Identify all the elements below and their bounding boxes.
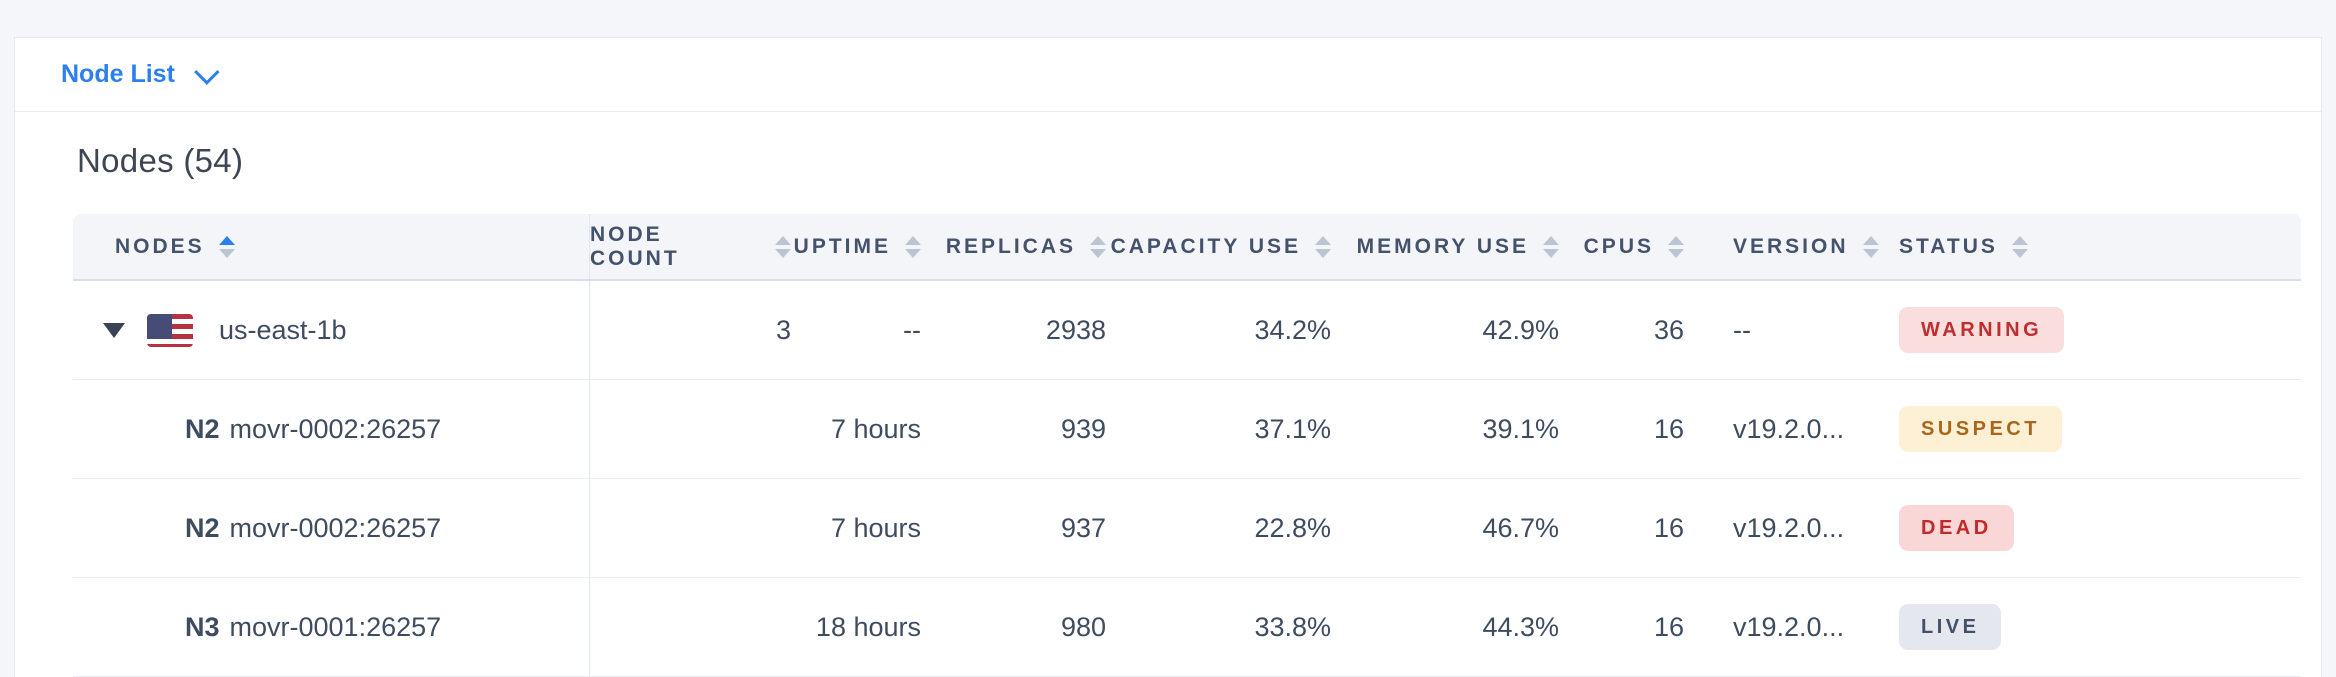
uptime-cell: 18 hours — [815, 611, 921, 642]
node-cell: N2 movr-0002:26257 — [73, 479, 590, 577]
column-header-capacity-use[interactable]: CAPACITY USE — [1106, 235, 1331, 259]
cpus-cell: 16 — [1653, 611, 1684, 642]
column-header-status[interactable]: STATUS — [1871, 235, 2301, 259]
column-header-nodes[interactable]: NODES — [73, 214, 590, 279]
status-cell: DEAD — [1871, 505, 2301, 551]
region-name: us-east-1b — [219, 314, 347, 345]
memory-use-cell: 42.9% — [1482, 314, 1559, 345]
capacity-use-cell: 22.8% — [1254, 512, 1331, 543]
us-flag-icon — [147, 313, 193, 347]
version-cell: v19.2.0... — [1733, 413, 1845, 444]
status-cell: SUSPECT — [1871, 406, 2301, 452]
replicas-cell: 939 — [1060, 413, 1106, 444]
status-cell: LIVE — [1871, 604, 2301, 650]
column-header-label: STATUS — [1899, 234, 1998, 258]
region-cell: us-east-1b — [73, 281, 590, 379]
uptime-cell: 7 hours — [830, 512, 921, 543]
node-row[interactable]: N2 movr-0002:26257 7 hours 939 37.1% 39.… — [73, 380, 2301, 479]
view-navbar: Node List — [15, 38, 2321, 112]
sort-icon[interactable] — [1862, 235, 1879, 258]
collapse-caret-icon[interactable] — [103, 322, 125, 338]
node-id: N2 — [185, 512, 220, 543]
status-badge: SUSPECT — [1899, 406, 2062, 452]
sort-icon[interactable] — [1315, 235, 1331, 258]
sort-icon[interactable] — [218, 235, 235, 258]
column-header-cpus[interactable]: CPUS — [1559, 235, 1684, 259]
column-header-version[interactable]: VERSION — [1684, 234, 1879, 259]
node-cell: N2 movr-0002:26257 — [73, 380, 590, 478]
cpus-cell: 36 — [1653, 314, 1684, 345]
column-header-label: MEMORY USE — [1356, 234, 1529, 258]
version-cell: v19.2.0... — [1733, 611, 1845, 642]
capacity-use-cell: 33.8% — [1254, 611, 1331, 642]
sort-icon[interactable] — [1668, 235, 1684, 258]
node-row[interactable]: N3 movr-0001:26257 18 hours 980 33.8% 44… — [73, 578, 2301, 677]
column-header-replicas[interactable]: REPLICAS — [921, 235, 1106, 259]
chevron-down-icon — [194, 58, 220, 85]
memory-use-cell: 44.3% — [1482, 611, 1559, 642]
uptime-cell: -- — [903, 314, 921, 345]
version-cell: -- — [1733, 314, 1751, 345]
replicas-cell: 2938 — [1045, 314, 1106, 345]
node-row[interactable]: N2 movr-0002:26257 7 hours 937 22.8% 46.… — [73, 479, 2301, 578]
version-cell: v19.2.0... — [1733, 512, 1845, 543]
node-address: movr-0001:26257 — [229, 611, 442, 642]
capacity-use-cell: 34.2% — [1254, 314, 1331, 345]
column-header-label: NODES — [115, 234, 205, 258]
sort-icon[interactable] — [1090, 235, 1106, 258]
sort-icon[interactable] — [2011, 235, 2028, 258]
node-id: N2 — [185, 413, 220, 444]
uptime-cell: 7 hours — [830, 413, 921, 444]
status-badge: LIVE — [1899, 604, 2002, 650]
column-header-label: NODE COUNT — [590, 222, 680, 270]
cpus-cell: 16 — [1653, 512, 1684, 543]
page-title: Nodes (54) — [77, 142, 244, 179]
memory-use-cell: 39.1% — [1482, 413, 1559, 444]
node-cell: N3 movr-0001:26257 — [73, 578, 590, 676]
sort-icon[interactable] — [1543, 235, 1559, 258]
status-cell: WARNING — [1871, 307, 2301, 353]
capacity-use-cell: 37.1% — [1254, 413, 1331, 444]
node-address: movr-0002:26257 — [229, 512, 442, 543]
column-header-node-count[interactable]: NODE COUNT — [590, 223, 791, 271]
column-header-label: UPTIME — [793, 234, 891, 258]
column-header-uptime[interactable]: UPTIME — [791, 235, 921, 259]
column-header-label: VERSION — [1733, 234, 1849, 258]
nodes-table: NODES NODE COUNT UPTIME REPLICAS CAPACIT… — [73, 214, 2301, 677]
sort-icon[interactable] — [775, 235, 791, 258]
replicas-cell: 980 — [1060, 611, 1106, 642]
sort-icon[interactable] — [905, 235, 921, 258]
column-header-memory-use[interactable]: MEMORY USE — [1331, 235, 1559, 259]
status-badge: WARNING — [1899, 307, 2065, 353]
column-header-label: CPUS — [1583, 234, 1654, 258]
node-count-cell: 3 — [775, 314, 791, 345]
node-id: N3 — [185, 611, 220, 642]
node-list-dropdown-label: Node List — [61, 60, 175, 88]
column-header-label: CAPACITY USE — [1110, 234, 1301, 258]
column-header-label: REPLICAS — [945, 234, 1076, 258]
replicas-cell: 937 — [1060, 512, 1106, 543]
node-address: movr-0002:26257 — [229, 413, 442, 444]
node-list-dropdown[interactable]: Node List — [61, 58, 220, 89]
region-row[interactable]: us-east-1b 3 -- 2938 34.2% 42.9% 36 -- W… — [73, 281, 2301, 380]
node-list-card: Node List Nodes (54) NODES NODE COUNT UP… — [14, 37, 2322, 677]
cpus-cell: 16 — [1653, 413, 1684, 444]
status-badge: DEAD — [1899, 505, 2014, 551]
memory-use-cell: 46.7% — [1482, 512, 1559, 543]
table-header-row: NODES NODE COUNT UPTIME REPLICAS CAPACIT… — [73, 214, 2301, 281]
